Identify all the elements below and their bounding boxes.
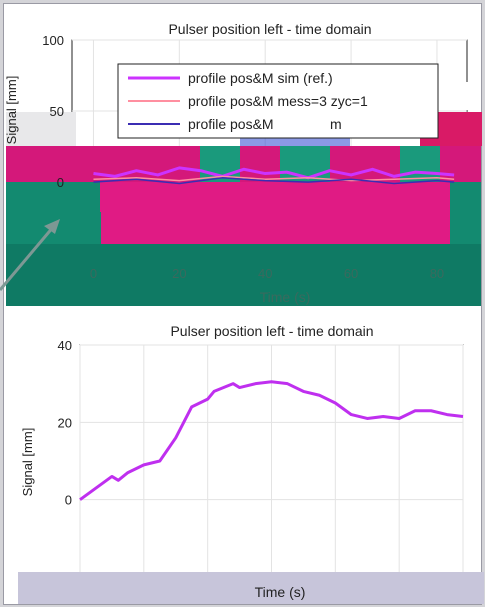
chart-top: Pulser position left - time domain Time … bbox=[4, 21, 482, 306]
chart-bottom-title: Pulser position left - time domain bbox=[170, 323, 373, 339]
x-tick-label: 0 bbox=[90, 266, 97, 281]
legend-entry-2: profile pos&M mess=3 zyc=1 bbox=[188, 93, 368, 109]
chart-top-xlabel: Time (s) bbox=[260, 289, 311, 305]
bottom-artifact-strip bbox=[18, 572, 484, 604]
legend-entry-1: profile pos&M sim (ref.) bbox=[188, 70, 333, 86]
y-tick-label: 40 bbox=[58, 338, 72, 353]
chart-top-legend: profile pos&M sim (ref.) profile pos&M me… bbox=[117, 63, 439, 139]
chart-bottom-lines bbox=[79, 380, 464, 501]
chart-bottom-ylabel: Signal [mm] bbox=[20, 428, 35, 497]
x-tick-label: 80 bbox=[430, 266, 444, 281]
series-line-1 bbox=[93, 166, 455, 180]
chart-bottom-xlabel: Time (s) bbox=[255, 584, 306, 600]
chart-top-lines bbox=[93, 166, 455, 185]
legend-entry-3-suffix: m bbox=[330, 116, 342, 132]
x-tick-label: 60 bbox=[344, 266, 358, 281]
chart-top-artifact-band bbox=[6, 82, 482, 306]
chart-top-title: Pulser position left - time domain bbox=[168, 21, 371, 37]
legend-entry-3: profile pos&M bbox=[188, 116, 274, 132]
y-tick-label: 0 bbox=[65, 493, 72, 508]
chart-top-ylabel: Signal [mm] bbox=[4, 76, 19, 145]
x-tick-label: 20 bbox=[172, 266, 186, 281]
series-line-1 bbox=[79, 380, 464, 501]
y-tick-label: 20 bbox=[58, 415, 72, 430]
y-tick-label: 0 bbox=[57, 175, 64, 190]
x-tick-label: 40 bbox=[258, 266, 272, 281]
y-tick-label: 50 bbox=[50, 104, 64, 119]
series-line-2 bbox=[93, 175, 455, 182]
chart-bottom: Pulser position left - time domain Signa… bbox=[20, 323, 476, 603]
series-line-3 bbox=[93, 177, 455, 185]
chart-top-ticks: 0 20 40 60 80 0 50 100 bbox=[42, 33, 444, 281]
chart-bottom-xaxis-overlay: Time (s) bbox=[255, 584, 306, 600]
y-tick-label: 100 bbox=[42, 33, 64, 48]
